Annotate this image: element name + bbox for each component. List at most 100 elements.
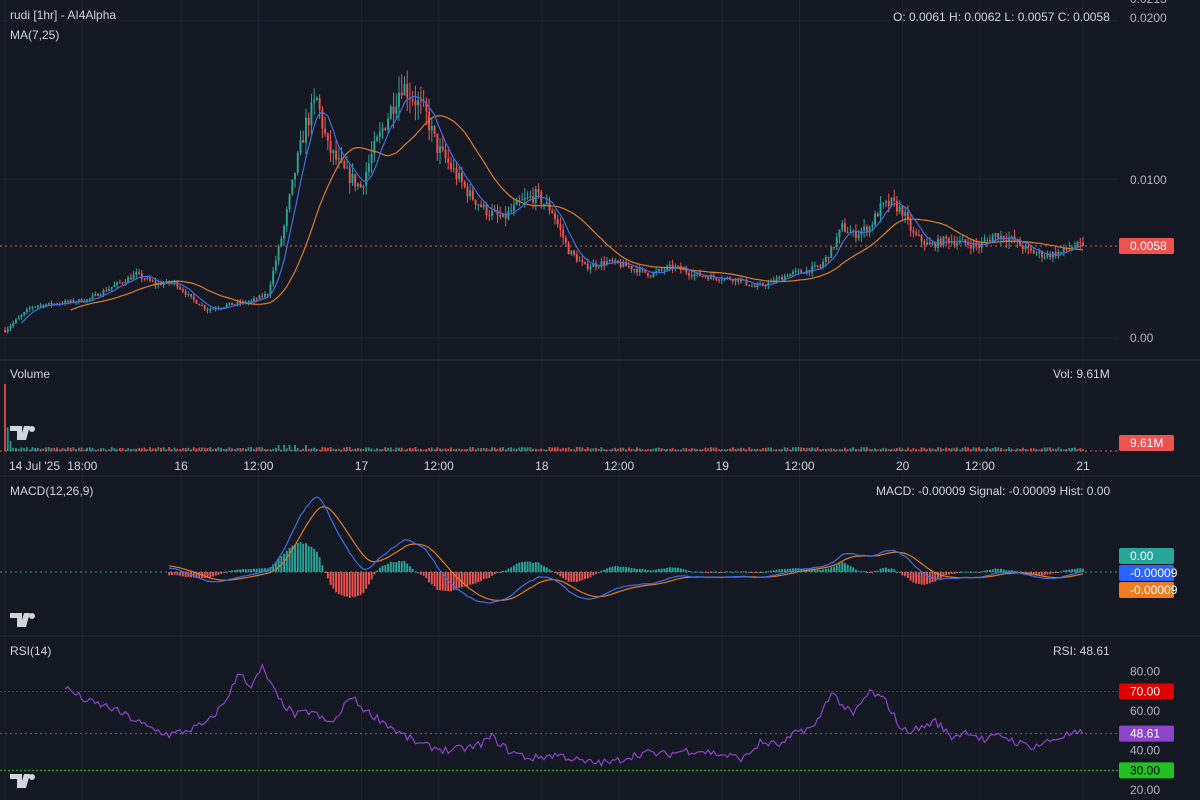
volume-bar <box>247 447 250 451</box>
candle-body <box>1062 247 1065 252</box>
macd-histogram-bar <box>893 569 896 572</box>
volume-bar <box>192 447 195 451</box>
macd-histogram-bar <box>455 572 458 591</box>
macd-histogram-bar <box>657 568 660 572</box>
volume-bar <box>901 448 904 451</box>
volume-bar <box>674 449 677 451</box>
volume-bar <box>813 448 816 451</box>
candle-body <box>469 190 472 197</box>
macd-histogram-bar <box>1030 572 1032 575</box>
candle-body <box>362 185 365 188</box>
volume-bar <box>83 449 86 451</box>
candle-body <box>258 295 261 300</box>
volume-pane[interactable] <box>0 384 1118 452</box>
candle-body <box>611 259 614 262</box>
candle-body <box>824 257 827 262</box>
rsi-pane[interactable] <box>0 662 1118 771</box>
volume-bar <box>477 448 480 451</box>
macd-histogram-bar <box>283 553 286 572</box>
volume-bar <box>789 449 792 451</box>
candle-body <box>685 269 688 273</box>
candle-body <box>792 271 794 274</box>
volume-bar <box>937 447 939 451</box>
candle-body <box>838 229 841 238</box>
volume-bar <box>378 449 381 451</box>
macd-histogram-bar <box>915 572 918 584</box>
volume-bar <box>622 447 625 451</box>
candle-body <box>931 242 934 245</box>
volume-bar <box>471 447 474 451</box>
volume-bar <box>269 449 272 451</box>
candle-body <box>110 287 113 290</box>
volume-bar <box>934 449 937 451</box>
macd-histogram-bar <box>660 568 663 572</box>
candle-body <box>844 223 846 232</box>
macd-histogram-bar <box>310 546 313 572</box>
volume-bar <box>1057 447 1060 451</box>
macd-histogram-bar <box>537 562 540 572</box>
candle-body <box>381 128 384 132</box>
candle-body <box>146 277 149 280</box>
candle-body <box>912 230 915 233</box>
volume-bar <box>179 449 182 451</box>
macd-histogram-bar <box>261 568 264 572</box>
candle-body <box>953 241 956 246</box>
macd-histogram-bar <box>340 572 343 596</box>
candle-body <box>1027 245 1030 249</box>
macd-histogram-bar <box>428 572 431 583</box>
macd-histogram-bar <box>321 565 324 572</box>
time-axis-label: 12:00 <box>424 459 454 473</box>
volume-bar <box>1054 448 1057 451</box>
macd-histogram-bar <box>846 564 849 572</box>
volume-bar <box>895 448 898 451</box>
macd-histogram-bar <box>1032 572 1035 575</box>
macd-pane[interactable] <box>0 496 1118 604</box>
macd-histogram-bar <box>647 570 649 572</box>
volume-bar <box>135 448 138 451</box>
candle-body <box>740 279 742 282</box>
candle-body <box>800 270 803 273</box>
volume-bar <box>915 448 918 451</box>
volume-bar <box>392 449 395 451</box>
volume-bar <box>195 448 198 451</box>
macd-histogram-bar <box>370 572 373 580</box>
volume-bar <box>767 447 770 451</box>
price-pane[interactable] <box>0 70 1118 334</box>
candle-body <box>151 280 154 282</box>
volume-bar <box>1005 449 1008 451</box>
candle-body <box>414 100 417 106</box>
macd-histogram-bar <box>931 572 934 583</box>
volume-bar <box>201 447 203 451</box>
volume-bar <box>14 447 17 451</box>
candle-body <box>356 183 359 187</box>
volume-bar <box>630 449 633 451</box>
macd-histogram-bar <box>326 572 329 579</box>
macd-hist-badge-bg <box>1119 548 1174 564</box>
volume-bar <box>597 448 600 451</box>
macd-histogram-bar <box>228 570 231 572</box>
volume-bar <box>444 448 447 451</box>
macd-histogram-bar <box>408 566 411 572</box>
macd-histogram-bar <box>586 572 589 579</box>
time-axis-label: 12:00 <box>604 459 634 473</box>
volume-bar <box>980 448 983 451</box>
volume-bar <box>305 444 307 451</box>
volume-bar <box>537 449 540 451</box>
macd-histogram-bar <box>543 566 545 572</box>
macd-histogram-bar <box>417 572 420 574</box>
candle-body <box>584 261 586 264</box>
volume-bar <box>31 447 34 451</box>
volume-bar <box>299 449 302 451</box>
volume-bar <box>1076 448 1079 451</box>
macd-histogram-bar <box>611 566 614 572</box>
volume-bar <box>272 448 275 451</box>
macd-histogram-bar <box>824 568 827 572</box>
macd-histogram-bar <box>491 572 493 576</box>
volume-bar <box>802 447 805 451</box>
candle-body <box>731 279 734 282</box>
macd-histogram-bar <box>291 545 294 572</box>
volume-bar <box>458 448 461 451</box>
volume-bar <box>1010 448 1013 451</box>
volume-bar <box>989 448 991 451</box>
